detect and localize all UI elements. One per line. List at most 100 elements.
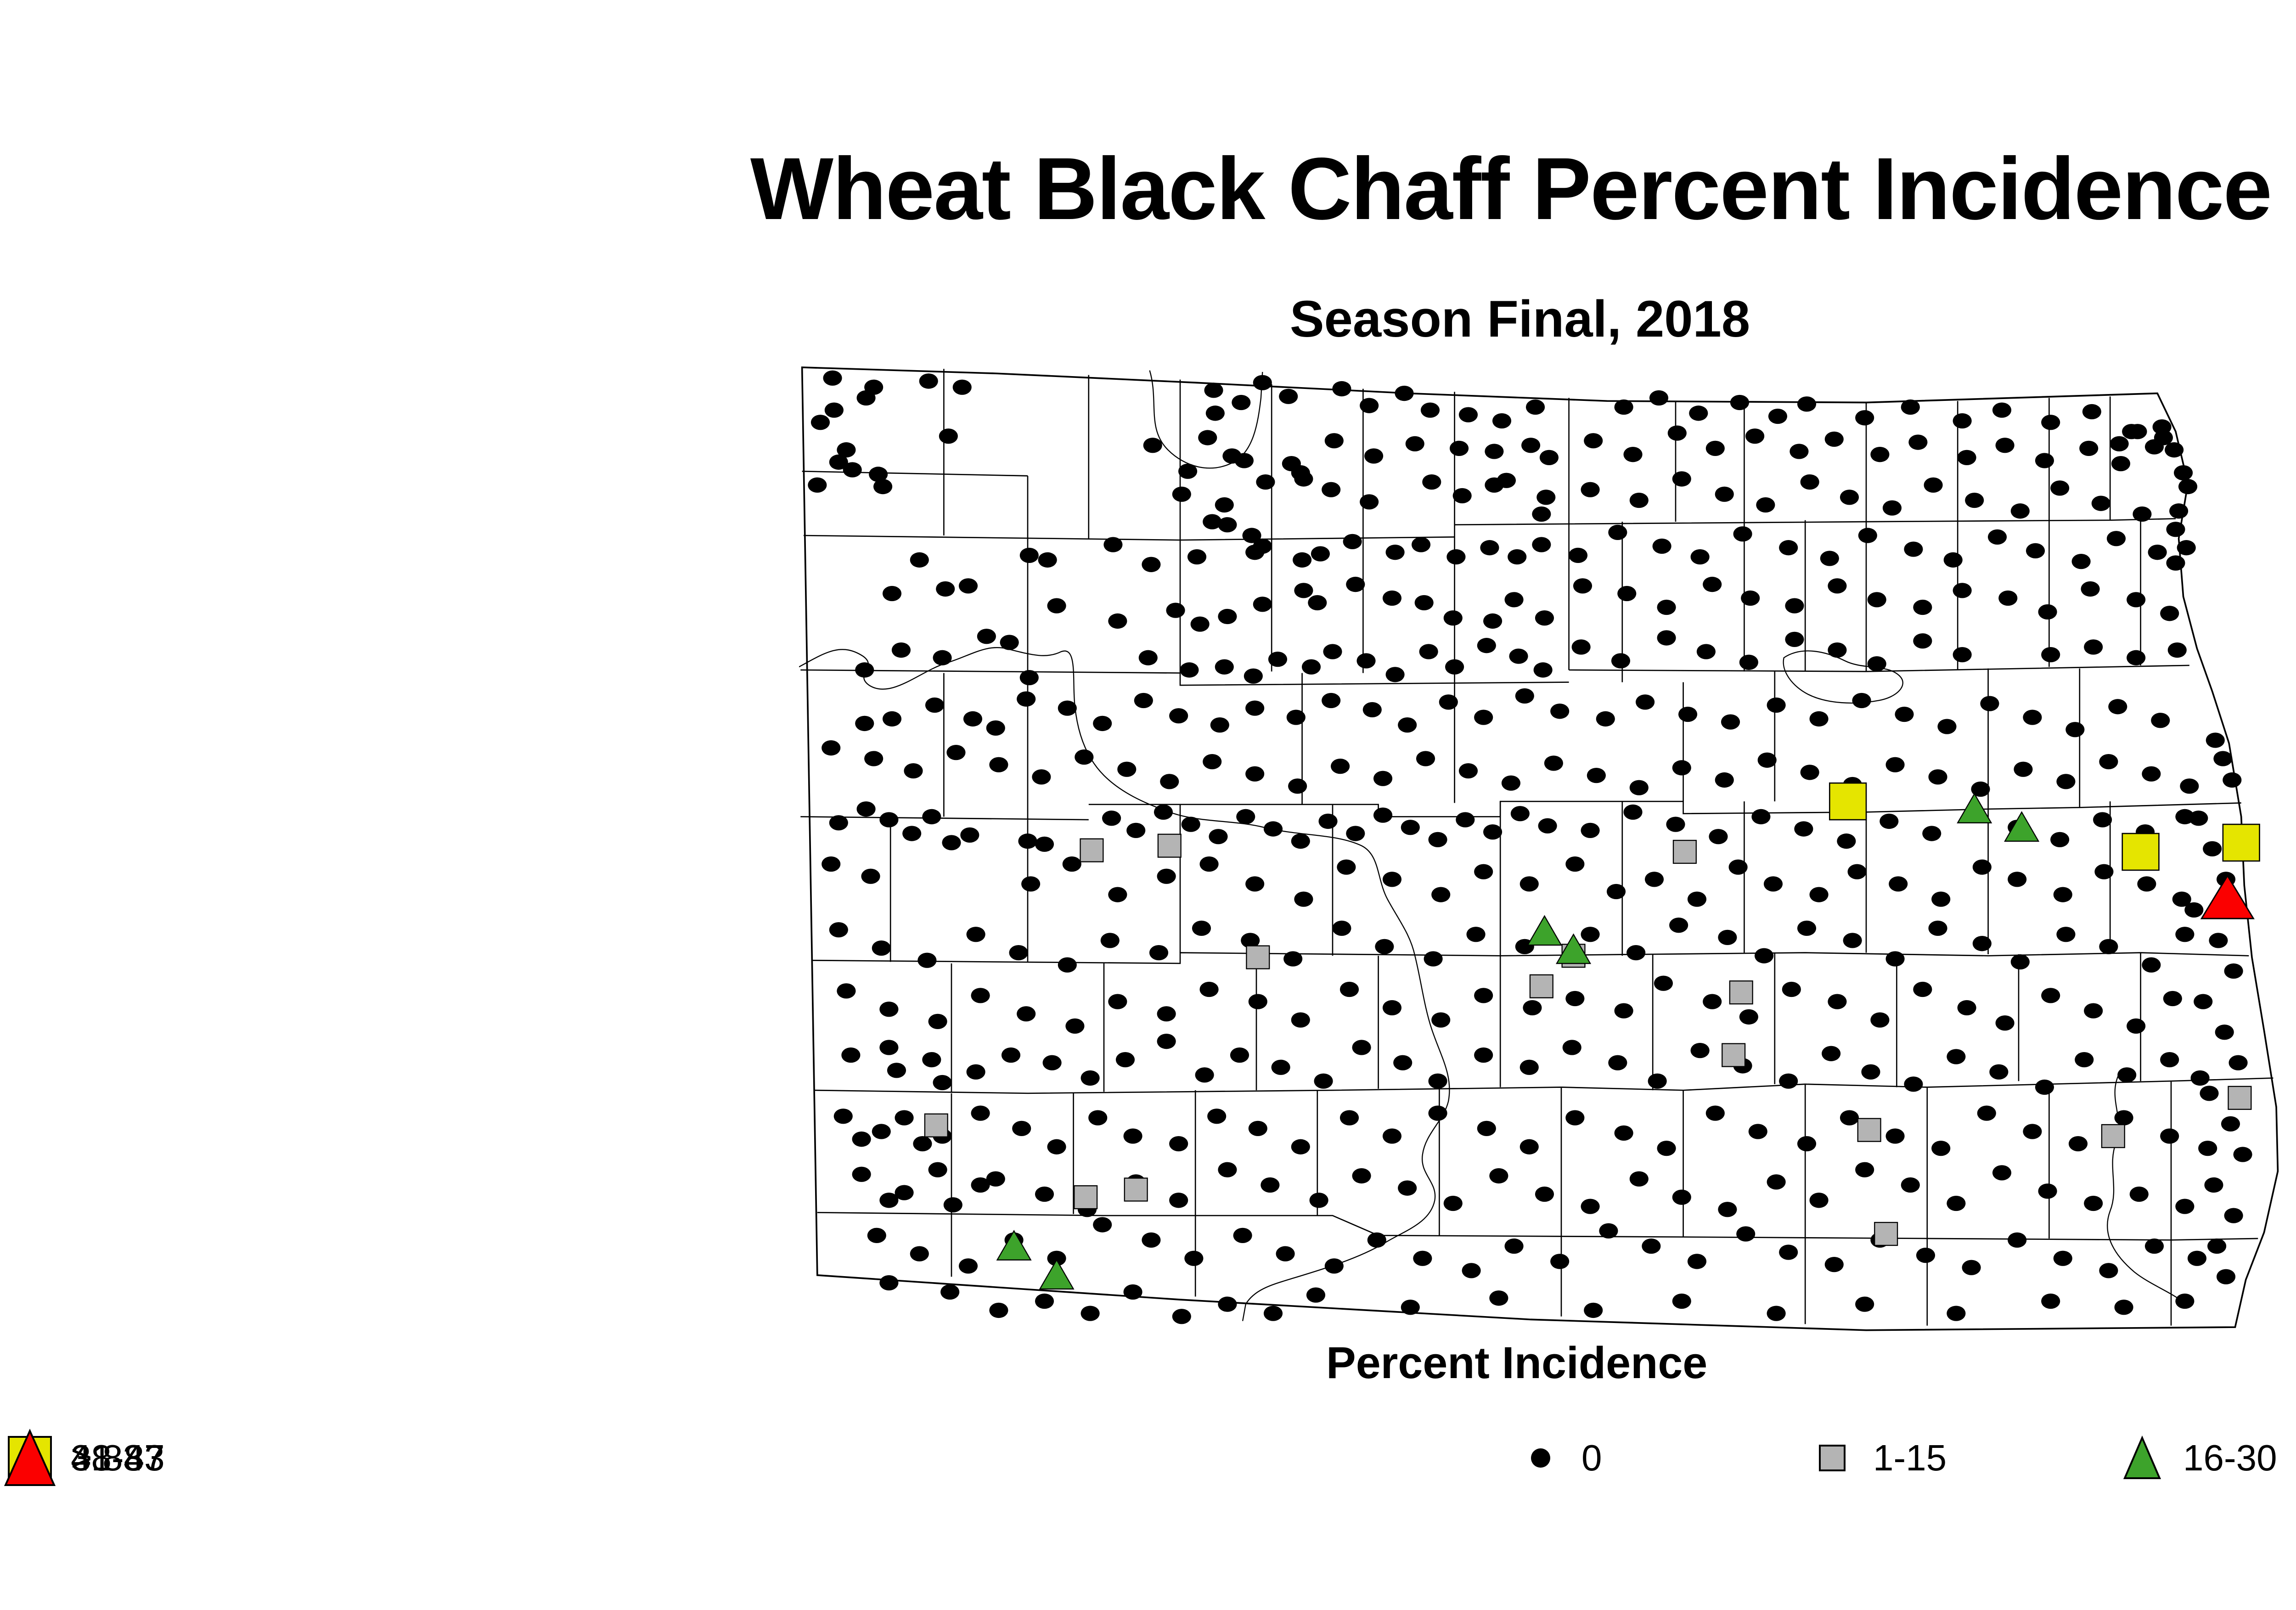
incidence-dot-0 — [1779, 1073, 1798, 1089]
incidence-dot-0 — [2110, 436, 2129, 452]
incidence-dot-0 — [2221, 1116, 2240, 1132]
incidence-dot-0 — [2091, 495, 2110, 511]
incidence-dot-0 — [1767, 1306, 1786, 1321]
incidence-dot-0 — [855, 715, 874, 732]
incidence-dot-0 — [1757, 752, 1777, 768]
incidence-triangle-16-30 — [1039, 1259, 1075, 1290]
incidence-dot-0 — [1452, 488, 1472, 504]
incidence-dot-0 — [1210, 717, 1229, 733]
incidence-dot-0 — [910, 1246, 929, 1261]
incidence-dot-0 — [1840, 1110, 1859, 1126]
incidence-dot-0 — [2178, 478, 2198, 495]
incidence-dot-0 — [1160, 774, 1179, 789]
incidence-dot-0 — [1928, 769, 1947, 785]
incidence-dot-0 — [1398, 1180, 1417, 1196]
incidence-dot-0 — [872, 1124, 891, 1139]
incidence-dot-0 — [2010, 954, 2030, 970]
incidence-dot-0 — [1428, 1105, 1447, 1121]
incidence-dot-0 — [2144, 1238, 2164, 1254]
river-line — [1149, 370, 1263, 469]
incidence-dot-0 — [1767, 1174, 1786, 1190]
incidence-dot-0 — [1703, 576, 1722, 592]
incidence-dot-0 — [1035, 1186, 1054, 1202]
incidence-dot-0 — [1525, 399, 1545, 415]
legend-label: 16-30 — [2183, 1437, 2277, 1478]
incidence-dot-0 — [1608, 524, 1627, 540]
incidence-dot-0 — [1256, 474, 1275, 490]
incidence-dot-0 — [822, 856, 841, 872]
incidence-dot-0 — [1117, 761, 1137, 777]
incidence-dot-0 — [904, 763, 923, 779]
incidence-dot-0 — [1093, 715, 1112, 732]
incidence-dot-0 — [1855, 1162, 1874, 1177]
incidence-dot-0 — [837, 983, 856, 999]
incidence-dot-0 — [2160, 1128, 2179, 1144]
incidence-dot-0 — [1629, 492, 1649, 508]
incidence-dot-0 — [1178, 463, 1198, 479]
incidence-dot-0 — [1492, 413, 1512, 429]
incidence-dot-0 — [1924, 477, 1943, 493]
incidence-dot-0 — [879, 1275, 899, 1291]
incidence-dot-0 — [1644, 872, 1664, 887]
incidence-dot-0 — [1477, 638, 1496, 653]
incidence-dot-0 — [1474, 709, 1493, 725]
incidence-dot-0 — [1414, 595, 1434, 611]
incidence-dot-0 — [1458, 763, 1478, 779]
incidence-dot-0 — [958, 1258, 978, 1274]
incidence-dot-0 — [1885, 1128, 1905, 1144]
incidence-dot-0 — [2038, 1183, 2057, 1199]
incidence-dot-0 — [1080, 1306, 1100, 1321]
incidence-dot-0 — [1785, 598, 1804, 614]
incidence-dot-0 — [2175, 1199, 2195, 1214]
incidence-dot-0 — [1306, 1287, 1326, 1303]
incidence-dot-0 — [1291, 1012, 1310, 1028]
legend-triangle-shape — [4, 1429, 56, 1486]
incidence-dot-0 — [822, 740, 841, 756]
incidence-square-1-15 — [2101, 1124, 2125, 1148]
north-dakota-map — [799, 366, 2279, 1331]
incidence-dot-0 — [1782, 981, 1801, 997]
incidence-dot-0 — [1843, 933, 1862, 948]
incidence-dot-0 — [1401, 820, 1420, 835]
incidence-dot-0 — [810, 415, 830, 430]
incidence-dot-0 — [1232, 394, 1251, 411]
incidence-dot-0 — [2190, 1070, 2210, 1086]
incidence-dot-0 — [1995, 438, 2015, 453]
incidence-dot-0 — [1797, 396, 1817, 412]
incidence-dot-0 — [1523, 1000, 1542, 1016]
incidence-dot-0 — [2148, 545, 2167, 560]
incidence-dot-0 — [1715, 772, 1734, 788]
incidence-dot-0 — [1690, 1043, 1710, 1058]
incidence-dot-0 — [1931, 1141, 1951, 1156]
incidence-dot-0 — [2079, 440, 2099, 456]
incidence-dot-0 — [1411, 537, 1431, 552]
incidence-dot-0 — [855, 662, 874, 678]
incidence-dot-0 — [1867, 656, 1886, 672]
incidence-dot-0 — [1301, 659, 1321, 675]
incidence-dot-0 — [1689, 405, 1708, 421]
incidence-dot-0 — [2223, 772, 2242, 788]
incidence-dot-0 — [1508, 549, 1527, 565]
incidence-dot-0 — [2194, 994, 2213, 1009]
incidence-dot-0 — [1584, 1302, 1603, 1318]
incidence-dot-0 — [1375, 939, 1394, 954]
incidence-dot-0 — [2053, 1250, 2072, 1266]
incidence-dot-0 — [1855, 410, 1874, 426]
incidence-dot-0 — [2224, 963, 2243, 979]
incidence-dot-0 — [1480, 540, 1499, 556]
incidence-dot-0 — [1477, 1120, 1496, 1137]
incidence-dot-0 — [869, 467, 888, 482]
incidence-dot-0 — [1539, 450, 1559, 465]
incidence-dot-0 — [917, 952, 937, 968]
incidence-dot-0 — [1283, 951, 1303, 967]
incidence-dot-0 — [2142, 766, 2161, 782]
incidence-dot-0 — [1916, 1247, 1936, 1263]
incidence-dot-0 — [2041, 988, 2060, 1003]
incidence-dot-0 — [2160, 606, 2179, 621]
legend-title: Percent Incidence — [1326, 1338, 1708, 1388]
incidence-dot-0 — [1730, 394, 1750, 411]
incidence-dot-0 — [2114, 1300, 2133, 1315]
gray-square-icon — [1819, 1445, 1846, 1471]
incidence-dot-0 — [1751, 809, 1771, 825]
incidence-dot-0 — [1339, 1110, 1359, 1126]
